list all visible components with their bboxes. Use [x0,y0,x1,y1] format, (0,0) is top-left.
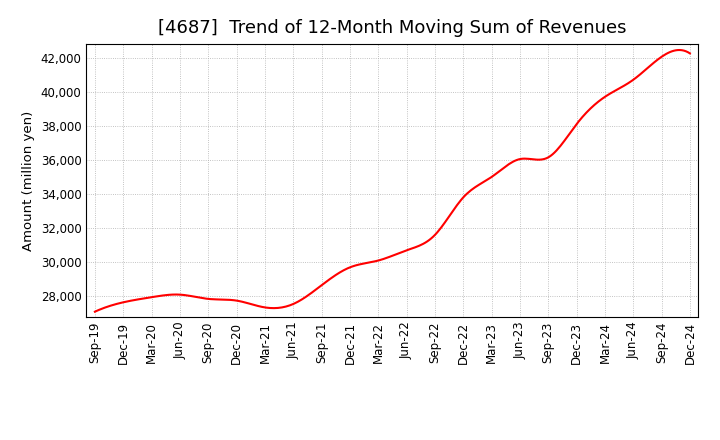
Title: [4687]  Trend of 12-Month Moving Sum of Revenues: [4687] Trend of 12-Month Moving Sum of R… [158,19,626,37]
Y-axis label: Amount (million yen): Amount (million yen) [22,110,35,250]
